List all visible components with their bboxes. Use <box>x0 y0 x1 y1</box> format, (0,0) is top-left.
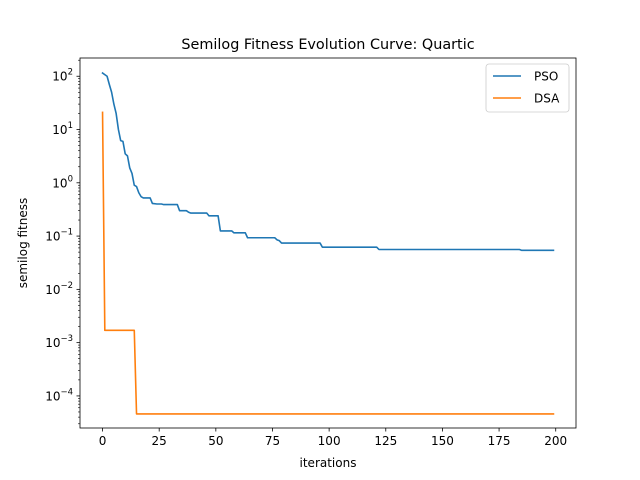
y-axis-label: semilog fitness <box>16 198 30 289</box>
y-tick-label: 100 <box>52 174 73 190</box>
y-tick-label: 10−4 <box>45 387 73 403</box>
x-tick-label: 200 <box>544 434 567 448</box>
y-axis: 102 101 100 10−1 10−2 10−3 10−4 <box>45 59 80 425</box>
x-tick-label: 100 <box>318 434 341 448</box>
legend: PSO DSA <box>485 63 570 113</box>
x-tick-label: 25 <box>152 434 167 448</box>
legend-label-pso: PSO <box>534 70 558 84</box>
x-axis: 0 25 50 75 100 125 150 175 200 <box>99 428 567 448</box>
series-line-pso <box>101 71 555 252</box>
series-layer <box>101 71 555 415</box>
series-line-dsa <box>101 111 555 415</box>
x-tick-label: 175 <box>488 434 511 448</box>
x-tick-label: 150 <box>431 434 454 448</box>
x-tick-label: 125 <box>374 434 397 448</box>
y-tick-label: 10−2 <box>45 281 73 297</box>
plot-area <box>79 57 577 429</box>
y-tick-label: 102 <box>52 68 73 84</box>
y-tick-label: 10−3 <box>45 334 73 350</box>
x-tick-label: 75 <box>265 434 280 448</box>
x-tick-label: 0 <box>99 434 107 448</box>
x-axis-label: iterations <box>300 456 357 470</box>
x-tick-label: 50 <box>208 434 223 448</box>
y-tick-label: 10−1 <box>45 228 73 244</box>
y-tick-label: 101 <box>52 121 73 137</box>
axes-frame <box>79 57 577 429</box>
legend-label-dsa: DSA <box>534 92 560 106</box>
chart-title: Semilog Fitness Evolution Curve: Quartic <box>181 37 474 53</box>
